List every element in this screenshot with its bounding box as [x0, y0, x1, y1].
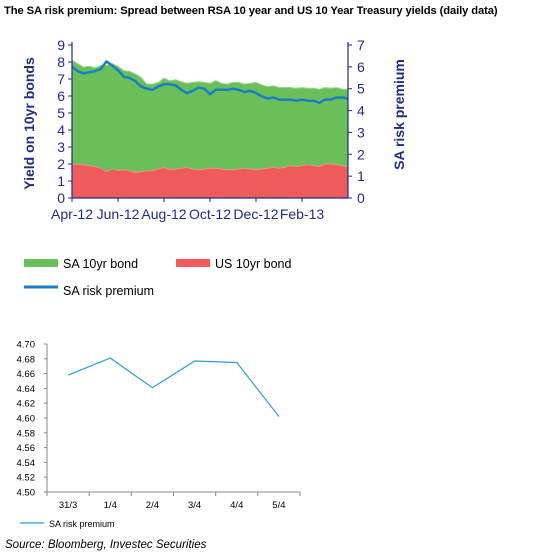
small-chart-legend: SA risk premium — [20, 519, 115, 529]
us-bond-area — [71, 163, 349, 199]
small-risk-premium-line — [67, 357, 280, 417]
x-tick-label: Aug-12 — [141, 206, 186, 222]
small-y-tick-label: 4.66 — [17, 369, 36, 380]
small-chart-axes: 4.50 4.52 4.54 4.56 4.58 4.60 4.62 4.64 4.66 4.68… — [17, 340, 301, 511]
small-y-tick-label: 4.60 — [17, 414, 36, 425]
small-x-tick-label: 2/4 — [146, 500, 159, 511]
small-x-tick-label: 31/3 — [59, 500, 78, 511]
left-tick-label: 0 — [57, 190, 65, 206]
small-x-tick-label: 5/4 — [272, 500, 285, 511]
small-x-tick-label: 3/4 — [188, 500, 201, 511]
main-chart-legend: SA 10yr bond US 10yr bond SA risk premium — [24, 257, 291, 298]
right-tick-label: 2 — [357, 146, 365, 162]
main-chart-areas — [71, 59, 349, 199]
x-tick-label: Apr-12 — [51, 206, 93, 222]
right-tick-label: 3 — [357, 124, 365, 140]
sa-risk-premium-line — [71, 60, 349, 105]
small-y-tick-label: 4.68 — [17, 354, 36, 365]
right-tick-label: 0 — [357, 190, 365, 206]
left-tick-label: 5 — [57, 105, 65, 121]
small-legend-label: SA risk premium — [49, 519, 115, 529]
x-tick-label: Feb-13 — [280, 206, 325, 222]
sa-bond-area — [71, 59, 349, 199]
legend-swatch-us-bond — [176, 259, 210, 267]
chart-title: The SA risk premium: Spread between RSA … — [4, 5, 498, 17]
small-x-tick-label: 1/4 — [104, 500, 117, 511]
small-y-tick-label: 4.52 — [17, 473, 36, 484]
small-y-tick-label: 4.50 — [17, 488, 36, 499]
right-tick-label: 5 — [357, 81, 365, 97]
left-tick-label: 2 — [57, 156, 65, 172]
right-axis-title: SA risk premium — [391, 59, 407, 170]
legend-swatch-sa-bond — [24, 259, 58, 267]
x-tick-label: Dec-12 — [233, 206, 278, 222]
left-tick-label: 3 — [57, 139, 65, 155]
right-tick-label: 4 — [357, 103, 365, 119]
small-y-tick-label: 4.56 — [17, 443, 36, 454]
left-tick-label: 4 — [57, 122, 65, 138]
left-tick-label: 6 — [57, 88, 65, 104]
left-tick-label: 1 — [57, 173, 65, 189]
small-y-tick-label: 4.62 — [17, 399, 36, 410]
small-chart-line — [67, 357, 280, 417]
right-tick-label: 1 — [357, 168, 365, 184]
left-tick-label: 9 — [57, 37, 65, 53]
small-y-tick-label: 4.54 — [17, 458, 36, 469]
x-tick-label: Oct-12 — [189, 206, 231, 222]
main-chart-premium-line — [71, 60, 349, 105]
small-y-tick-label: 4.70 — [17, 340, 36, 351]
legend-label-us-bond: US 10yr bond — [215, 257, 291, 271]
left-tick-label: 7 — [57, 71, 65, 87]
small-y-tick-label: 4.58 — [17, 428, 36, 439]
source-note: Source: Bloomberg, Investec Securities — [5, 539, 207, 551]
small-x-tick-label: 4/4 — [230, 500, 243, 511]
left-tick-label: 8 — [57, 54, 65, 70]
left-axis-title: Yield on 10yr bonds — [21, 57, 37, 190]
x-tick-label: Jun-12 — [97, 206, 140, 222]
right-tick-label: 7 — [357, 37, 365, 53]
right-tick-label: 6 — [357, 59, 365, 75]
legend-label-premium: SA risk premium — [63, 284, 154, 298]
legend-label-sa-bond: SA 10yr bond — [63, 257, 138, 271]
small-y-tick-label: 4.64 — [17, 384, 36, 395]
